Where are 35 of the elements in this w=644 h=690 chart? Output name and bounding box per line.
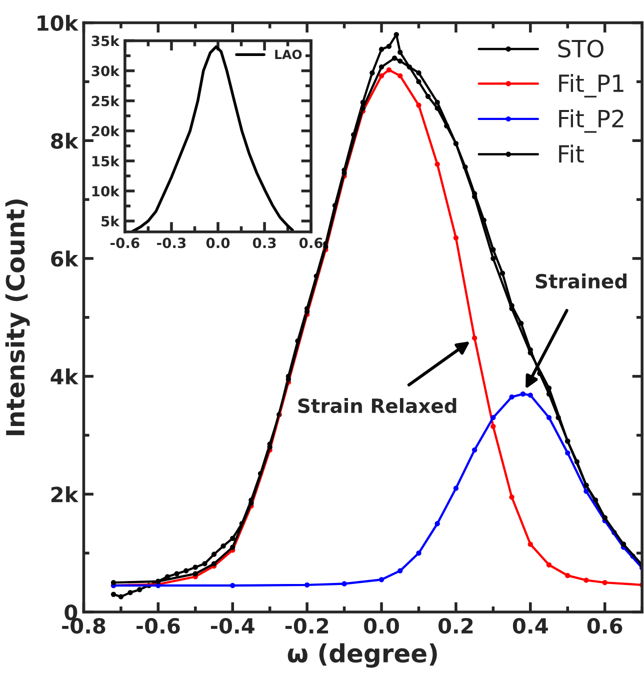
y-tick-label: 30k bbox=[92, 65, 120, 76]
y-axis-title: Intensity (Count) bbox=[5, 199, 30, 436]
x-tick-label: 0.6 bbox=[299, 238, 323, 248]
y-tick-label: 10k bbox=[38, 14, 79, 31]
legend-label: Fit_P2 bbox=[559, 109, 624, 133]
x-tick-label: 0.4 bbox=[512, 618, 548, 634]
y-tick-label: 20k bbox=[92, 126, 120, 136]
y-tick-label: 8k bbox=[51, 132, 79, 149]
y-tick-label: 6k bbox=[51, 250, 79, 267]
x-tick-label: 0.3 bbox=[252, 238, 276, 248]
x-tick-label: 0.2 bbox=[438, 618, 473, 634]
y-tick-label: 0 bbox=[64, 604, 78, 620]
y-tick-label: 10k bbox=[92, 186, 120, 196]
annotation: Strained bbox=[536, 273, 626, 289]
y-tick-label: 35k bbox=[92, 35, 120, 46]
legend-label: STO bbox=[558, 40, 604, 58]
annotation: Strain Relaxed bbox=[298, 398, 456, 414]
y-tick-label: 2k bbox=[51, 486, 79, 502]
x-tick-label: 0.6 bbox=[587, 618, 622, 634]
legend-label: Fit bbox=[559, 144, 584, 163]
y-tick-label: 15k bbox=[92, 156, 120, 166]
legend-label: LAO bbox=[275, 50, 302, 60]
x-axis-title: ω (degree) bbox=[288, 643, 437, 668]
x-tick-label: -0.6 bbox=[110, 238, 140, 248]
x-tick-label: -0.6 bbox=[136, 618, 180, 634]
x-tick-label: -0.4 bbox=[210, 618, 254, 634]
x-tick-label: -0.3 bbox=[157, 238, 186, 248]
y-tick-label: 5k bbox=[102, 216, 120, 226]
legend-label: Fit_P1 bbox=[559, 74, 624, 98]
y-tick-label: 4k bbox=[50, 368, 79, 384]
y-tick-label: 25k bbox=[92, 96, 120, 106]
x-tick-label: -0.8 bbox=[62, 618, 106, 634]
x-tick-label: 0.0 bbox=[364, 618, 399, 634]
x-tick-label: -0.2 bbox=[285, 618, 328, 634]
x-tick-label: 0.0 bbox=[206, 238, 230, 248]
